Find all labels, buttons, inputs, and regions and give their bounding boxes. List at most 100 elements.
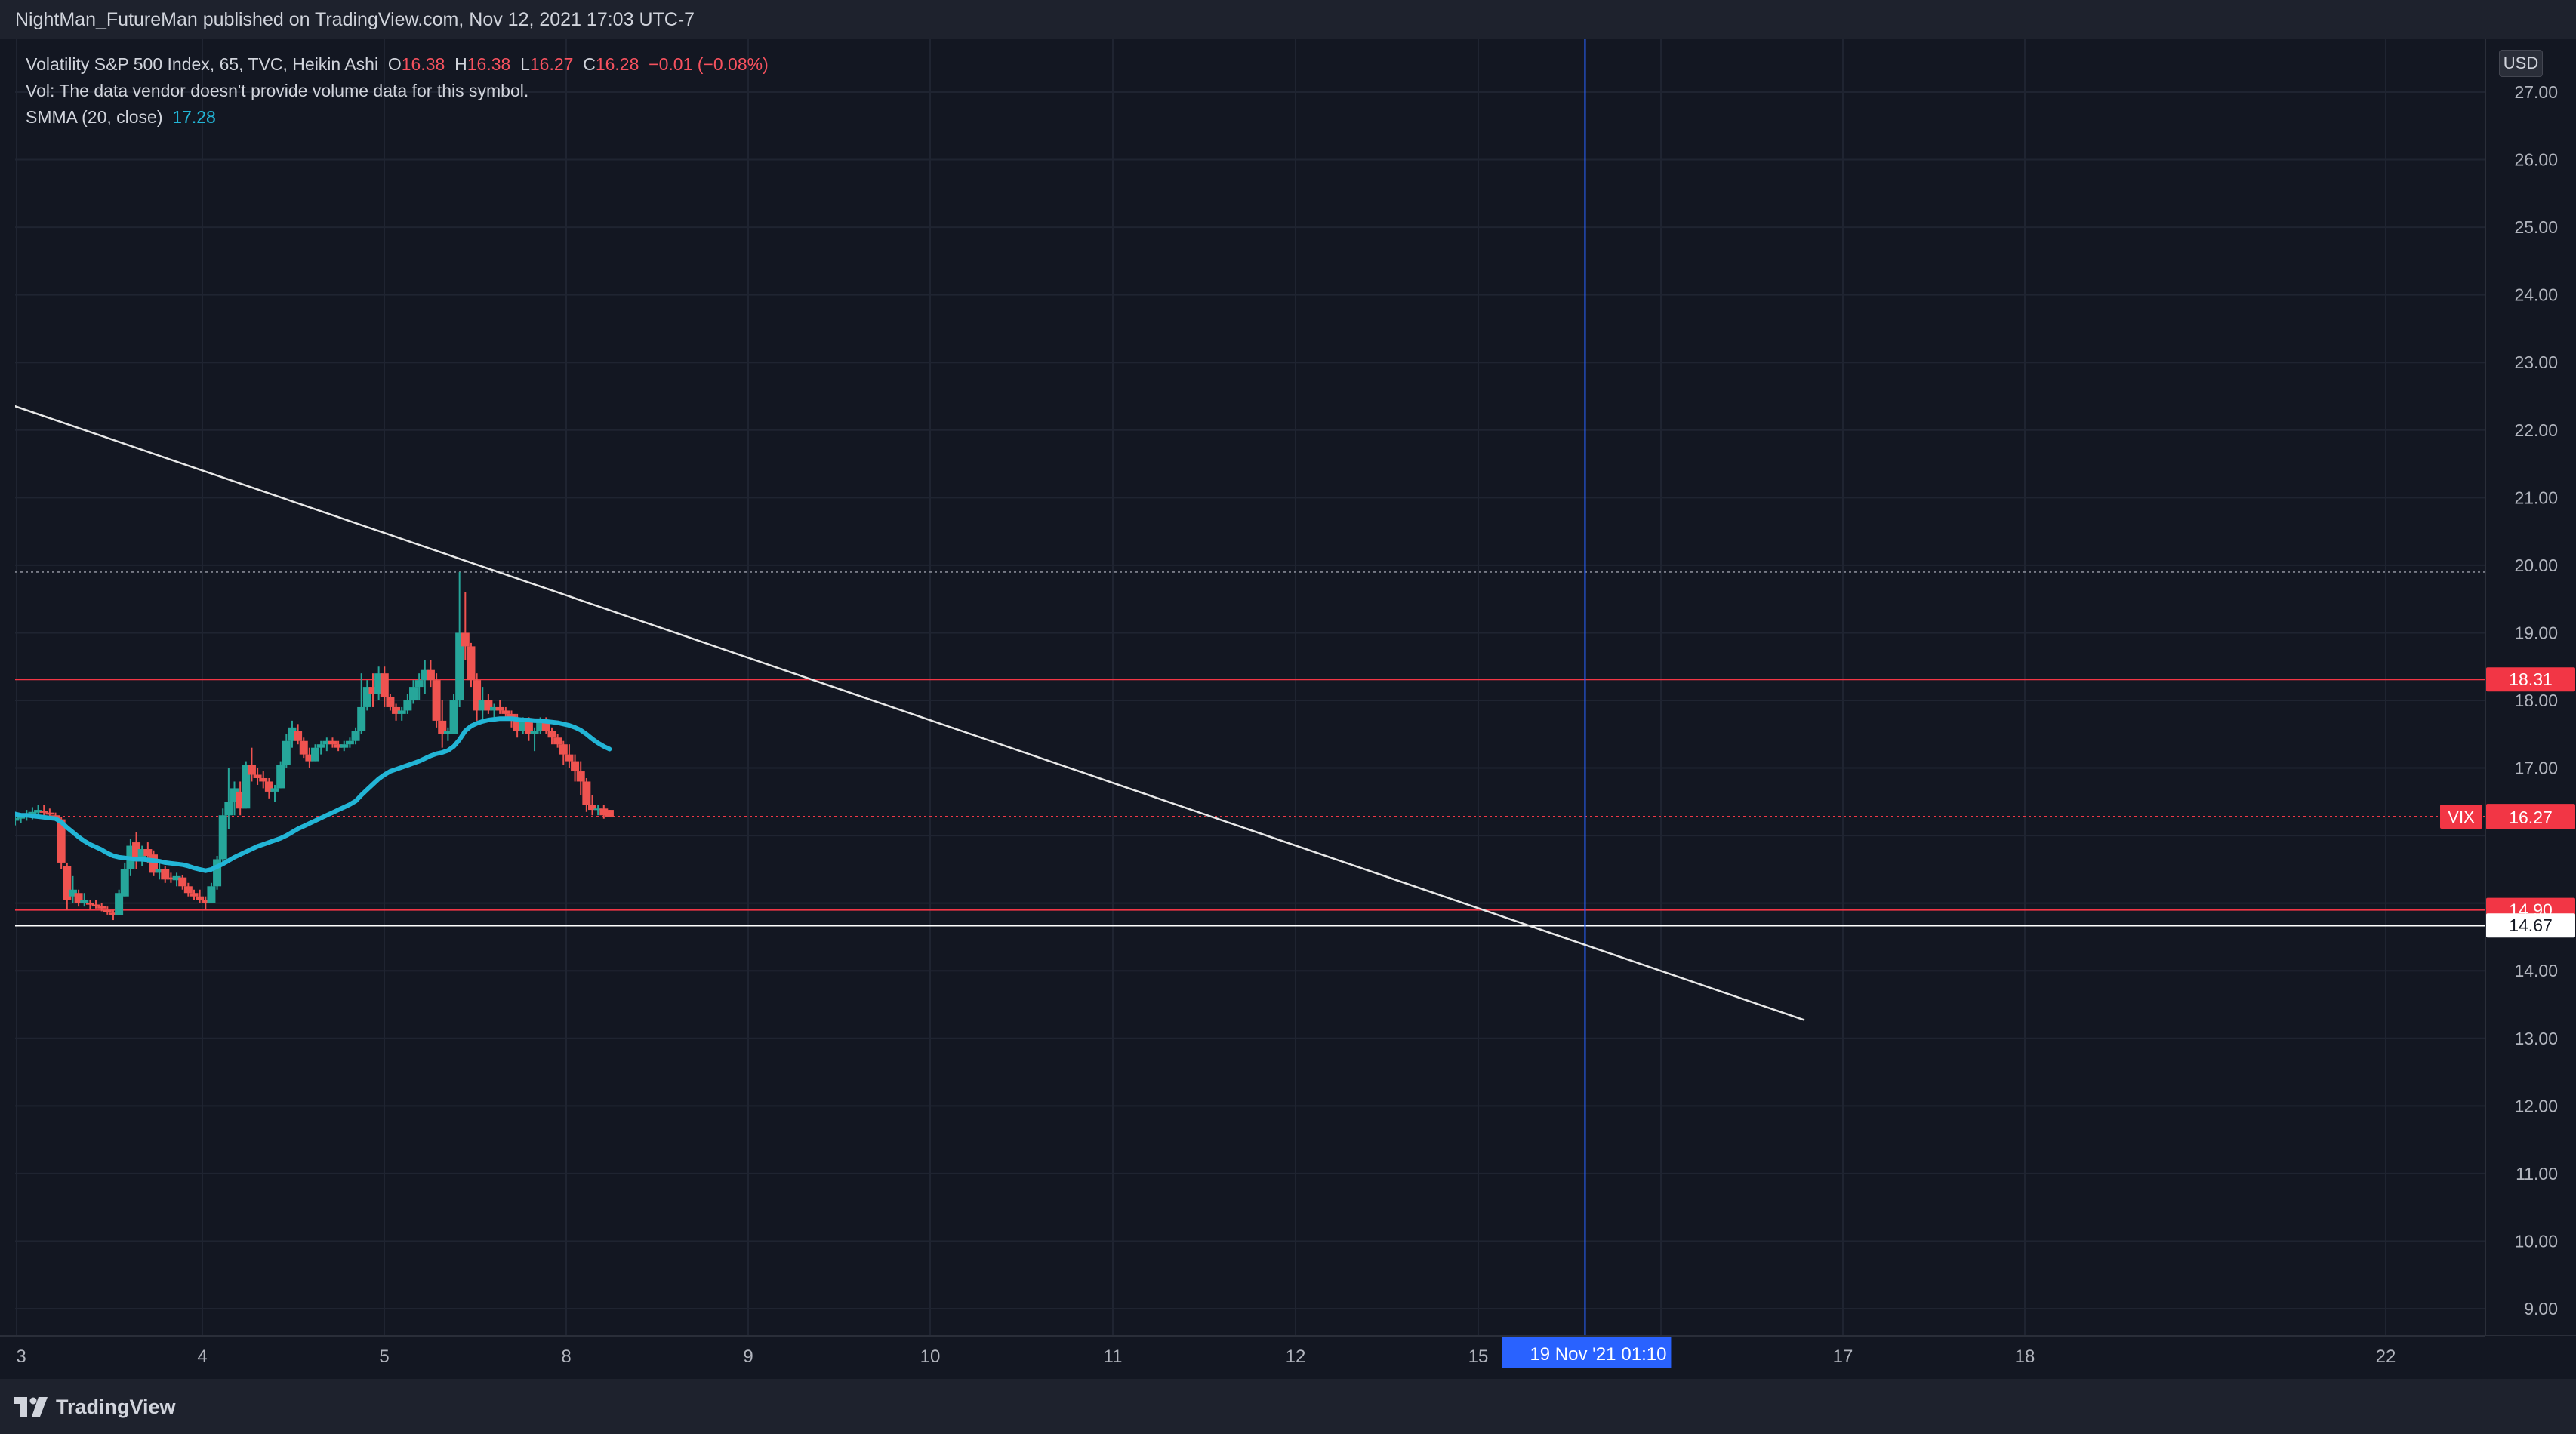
candle-body	[282, 740, 291, 765]
publish-line: NightMan_FutureMan published on TradingV…	[15, 9, 695, 30]
time-tick-label: 15	[1468, 1346, 1489, 1367]
candle	[247, 747, 256, 782]
candle	[39, 805, 48, 817]
currency-badge[interactable]: USD	[2499, 50, 2543, 77]
candle	[236, 781, 245, 816]
candle	[380, 666, 389, 707]
candle-body	[530, 731, 539, 734]
price-axis-ticks: 27.00 26.00 25.00 24.00 23.00 22.00 21.00 20.00…	[2514, 82, 2558, 1319]
price-tag	[2486, 805, 2575, 829]
candle	[576, 761, 585, 795]
candle-body	[137, 849, 146, 860]
candle-body	[605, 810, 614, 817]
candle-body	[57, 819, 66, 863]
candle-body	[467, 646, 476, 681]
candle-body	[74, 893, 83, 903]
candle	[449, 694, 458, 734]
legend-symbol-row[interactable]: Volatility S&P 500 Index, 65, TVC, Heiki…	[26, 51, 769, 78]
price-tick-label: 27.00	[2514, 82, 2558, 102]
candle	[166, 872, 175, 883]
candle	[605, 810, 614, 817]
candle-body	[259, 777, 268, 782]
candle	[461, 592, 470, 660]
legend-high: 16.38	[467, 54, 511, 74]
candle	[103, 906, 112, 915]
candle-body	[305, 754, 314, 762]
candle	[264, 777, 273, 799]
candle-body	[207, 886, 216, 903]
candle-body	[299, 740, 308, 755]
legend-volume-row[interactable]: Vol: The data vendor doesn't provide vol…	[26, 78, 769, 104]
candle-body	[178, 877, 187, 887]
price-tag-label: 16.27	[2509, 808, 2553, 827]
candle	[230, 781, 239, 816]
candle-body	[201, 900, 210, 903]
candle	[213, 855, 222, 890]
price-chart[interactable]: 27.00 26.00 25.00 24.00 23.00 22.00 21.00 20.00…	[0, 39, 2576, 1379]
candle-body	[519, 720, 528, 731]
candle-body	[397, 710, 406, 714]
candle-body	[183, 886, 193, 894]
candle-body	[473, 680, 482, 711]
legend-l-label: L	[520, 54, 530, 74]
candle	[183, 882, 193, 897]
candle-body	[438, 720, 447, 734]
candle-body	[264, 781, 273, 792]
candle-body	[571, 761, 580, 772]
trendline	[15, 405, 1805, 1021]
candle	[276, 761, 285, 789]
candle-body	[484, 700, 493, 711]
candle-body	[478, 700, 487, 711]
candle-body	[541, 720, 550, 731]
candle-body	[565, 754, 574, 762]
candle	[565, 744, 574, 768]
legend-smma-row[interactable]: SMMA (20, close) 17.28	[26, 104, 769, 131]
legend-symbol: Volatility S&P 500 Index, 65, TVC, Heiki…	[26, 54, 379, 74]
time-tick-label: 11	[1104, 1346, 1123, 1367]
candle-body	[426, 669, 435, 681]
crosshair-time: 01:10	[1621, 1344, 1666, 1365]
price-tag	[2486, 913, 2575, 938]
candle	[490, 703, 499, 718]
candle	[345, 737, 354, 748]
candle	[368, 673, 377, 707]
candle	[161, 866, 170, 883]
legend-smma-value: 17.28	[172, 107, 216, 127]
time-axis	[0, 1336, 2576, 1379]
candle	[259, 771, 268, 789]
candle-body	[362, 687, 371, 707]
candle-body	[196, 896, 205, 900]
candle	[530, 727, 539, 752]
candle-body	[166, 877, 175, 880]
candle-body	[15, 817, 20, 821]
candle	[132, 832, 141, 869]
legend-c-label: C	[583, 54, 596, 74]
plot-area	[15, 39, 2485, 1336]
price-tick-label: 19.00	[2514, 623, 2558, 642]
symbol-tag	[2440, 805, 2482, 829]
candle-body	[345, 740, 354, 745]
candle	[201, 896, 210, 910]
tradingview-logo[interactable]: TradingView	[14, 1394, 176, 1420]
candle	[351, 727, 360, 745]
candle-body	[161, 869, 170, 880]
candle	[334, 740, 343, 752]
candle	[362, 680, 371, 711]
candle-body	[190, 893, 199, 897]
candle	[172, 872, 181, 887]
candle	[224, 768, 233, 829]
crosshair-date: 19 Nov '21	[1530, 1344, 1616, 1365]
candle	[97, 903, 106, 912]
candle-body	[109, 912, 118, 915]
candles	[15, 571, 614, 921]
candle-body	[322, 740, 331, 745]
footer-bar: TradingView	[0, 1379, 2576, 1434]
publish-header: NightMan_FutureMan published on TradingV…	[0, 0, 2576, 39]
candle-body	[593, 808, 602, 811]
price-tick-label: 10.00	[2514, 1231, 2558, 1251]
candle-body	[115, 893, 124, 915]
candle	[443, 727, 452, 741]
candle	[455, 571, 464, 707]
price-tick-label: 26.00	[2514, 150, 2558, 170]
candle-body	[270, 788, 279, 792]
